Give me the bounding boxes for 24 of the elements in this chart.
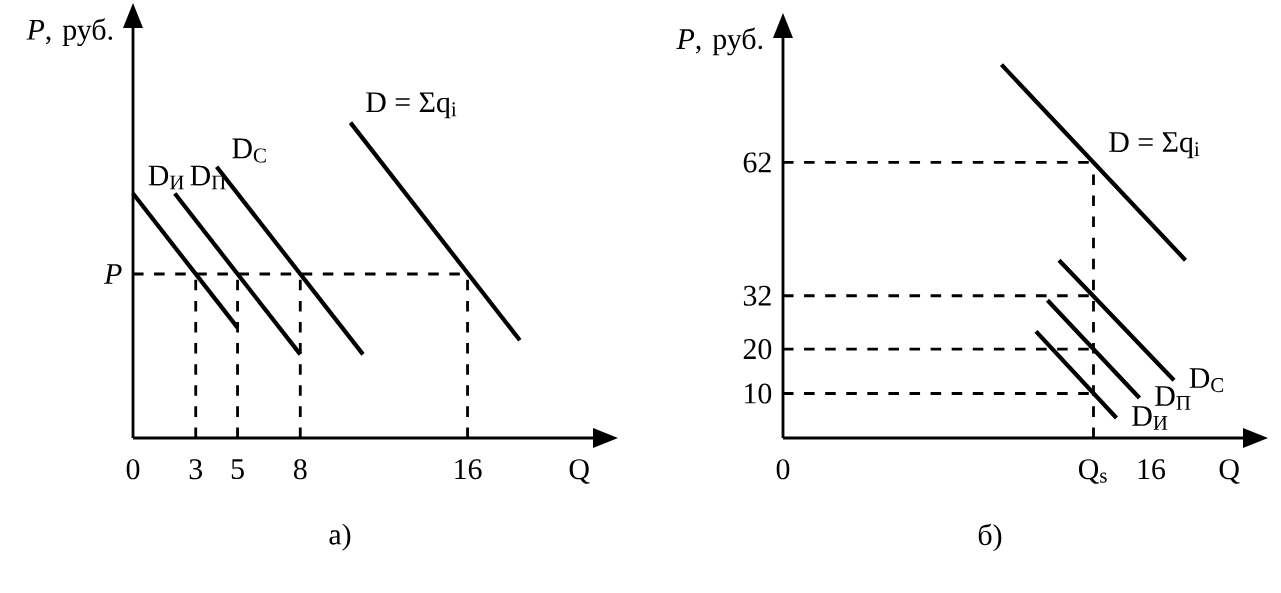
- text: а): [329, 523, 351, 551]
- annotation: D = Σq$_{i}$: [366, 92, 457, 119]
- x-tick-label: 5: [231, 459, 244, 480]
- annotation: D$_{С}$: [232, 138, 266, 163]
- x-axis-title: Q: [1219, 459, 1240, 484]
- x-tick-label: 16: [1138, 459, 1166, 480]
- annotation: D$_{И}$: [148, 165, 184, 190]
- x-tick-label: 0: [776, 459, 790, 480]
- text: б): [978, 523, 1002, 552]
- x-tick-label: 8: [293, 459, 307, 480]
- y-tick-label: 20: [743, 339, 772, 360]
- y-tick-label: 10: [745, 383, 772, 404]
- annotation: D = Σq$_{i}$: [1109, 132, 1200, 159]
- y-tick-label: 32: [743, 285, 771, 306]
- x-axis-title: Q: [569, 459, 590, 484]
- x-tick-label: 16: [455, 459, 482, 480]
- x-tick-label: 3: [189, 459, 203, 480]
- x-tick-label: 0: [126, 459, 140, 480]
- y-axis-title: P, руб.: [676, 27, 763, 56]
- y-axis-title: P, руб.: [26, 18, 113, 47]
- annotation: D$_{С}$: [1189, 368, 1224, 393]
- y-tick-label: 62: [743, 152, 771, 173]
- ref-line-label: P: [103, 264, 122, 284]
- x-tick-label: Q$_{s}$: [1078, 459, 1107, 484]
